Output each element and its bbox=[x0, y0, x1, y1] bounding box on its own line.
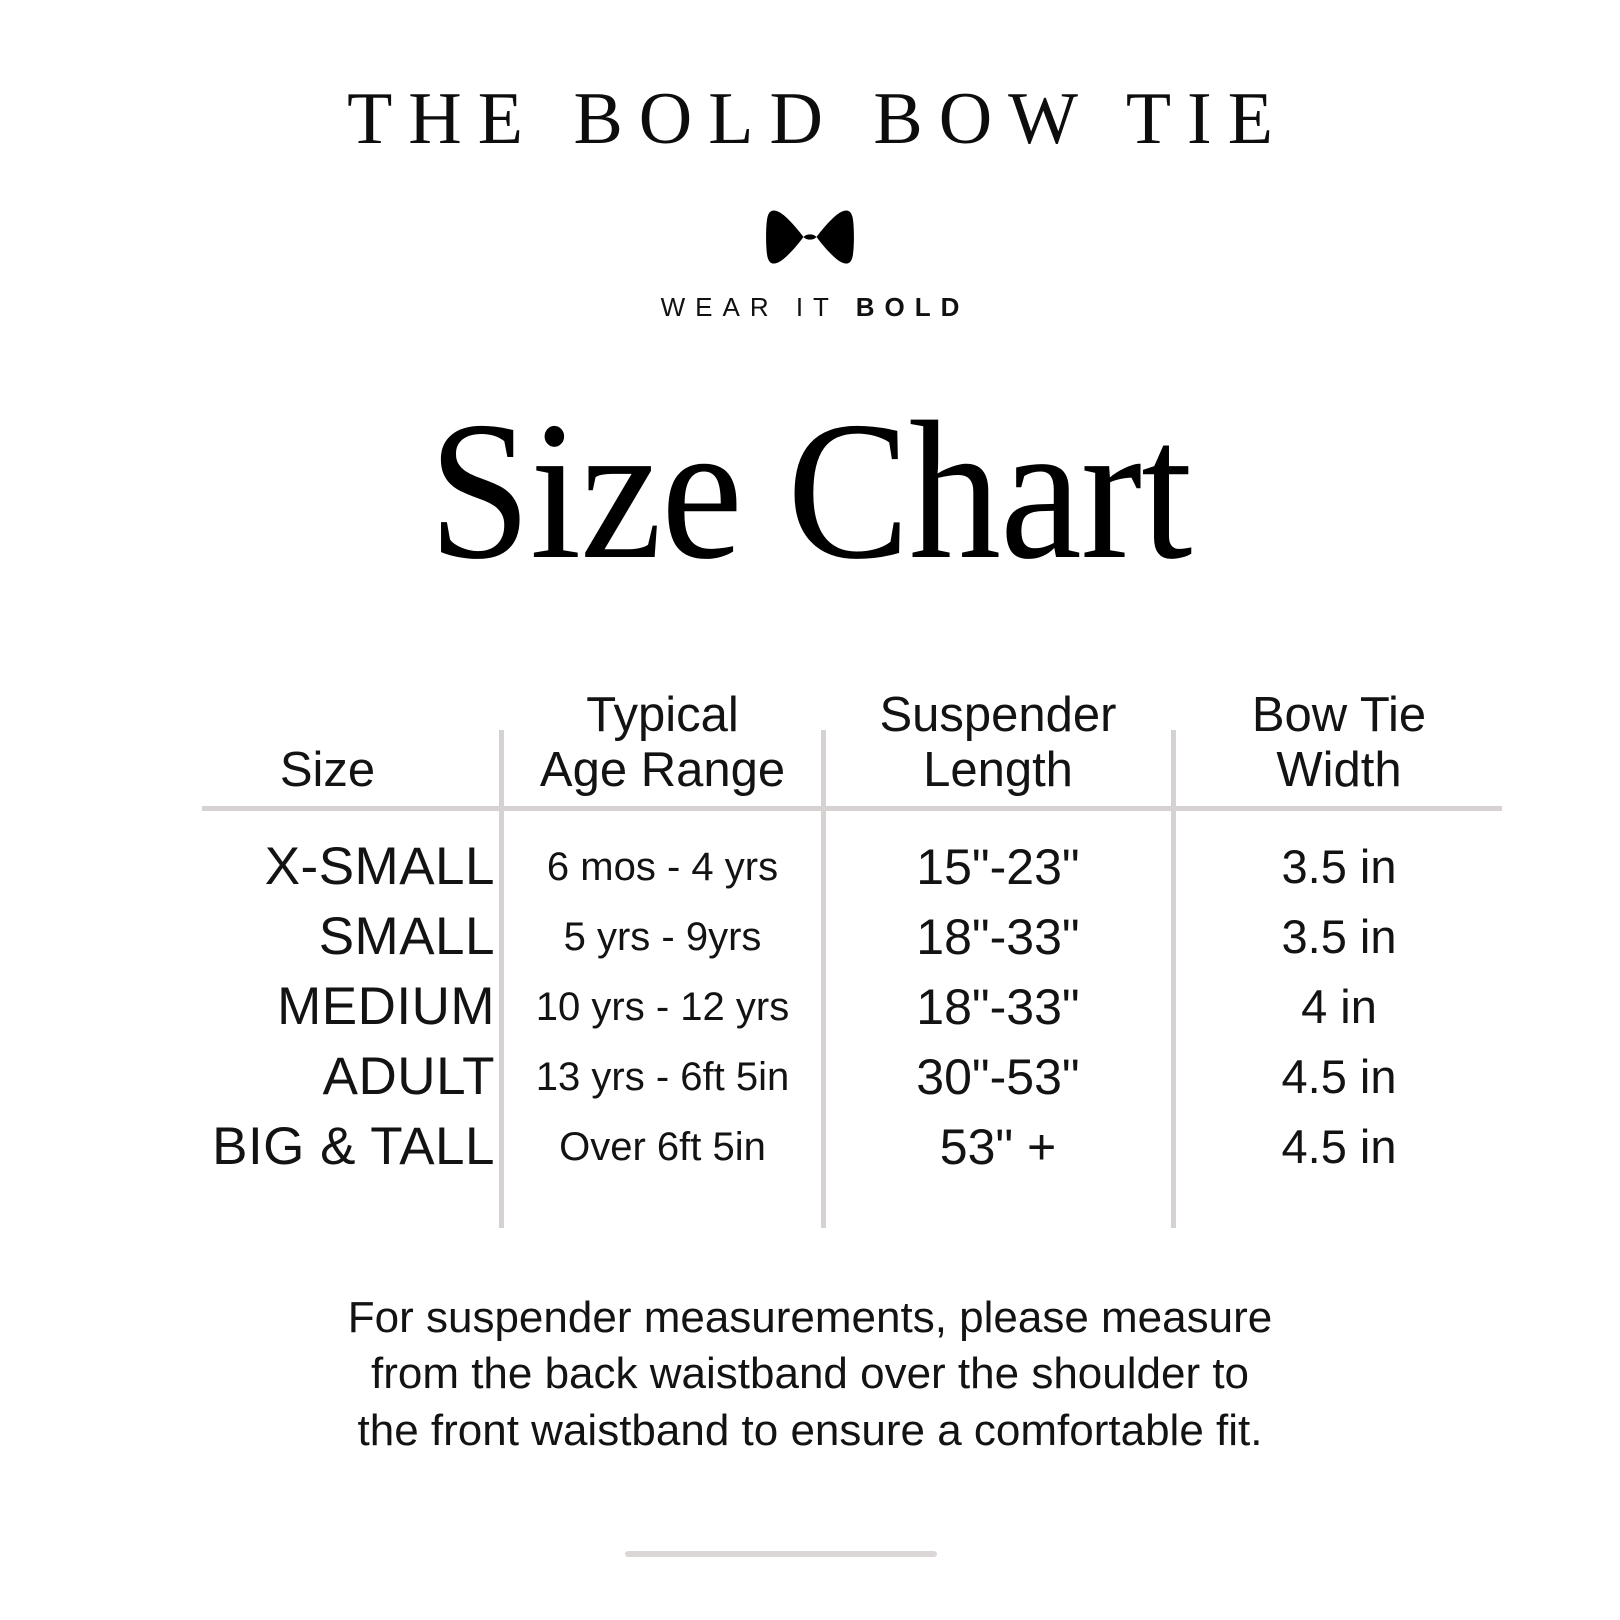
size-table: Size Typical Age Range Suspender Length … bbox=[160, 646, 1502, 1246]
column-header-suspender-line2: Length bbox=[923, 743, 1073, 798]
column-header-suspender-length: Suspender Length bbox=[828, 688, 1168, 798]
cell-suspender-length: 30"-53" bbox=[916, 1049, 1080, 1105]
tagline-bold-word: BOLD bbox=[855, 292, 970, 322]
measurement-note-line-1: For suspender measurements, please measu… bbox=[347, 1293, 1273, 1342]
cell-bow-tie-width: 3.5 in bbox=[1281, 910, 1397, 963]
brand-title: THE BOLD BOW TIE bbox=[347, 78, 1289, 160]
table-row: ADULT 13 yrs - 6ft 5in 30"-53" 4.5 in bbox=[160, 1042, 1500, 1112]
bottom-divider bbox=[625, 1551, 937, 1557]
column-header-age-range-line1: Typical bbox=[586, 688, 739, 743]
cell-size: X-SMALL bbox=[264, 837, 495, 896]
brand-tagline: WEAR IT BOLD bbox=[0, 292, 1620, 323]
cell-age-range: 13 yrs - 6ft 5in bbox=[535, 1055, 790, 1099]
cell-age-range: Over 6ft 5in bbox=[559, 1125, 766, 1169]
table-header-row: Size Typical Age Range Suspender Length … bbox=[160, 646, 1500, 806]
cell-bow-tie-width: 4.5 in bbox=[1281, 1120, 1397, 1173]
cell-size: BIG & TALL bbox=[212, 1117, 495, 1176]
table-body: X-SMALL 6 mos - 4 yrs 15"-23" 3.5 in SMA… bbox=[160, 832, 1500, 1182]
column-header-bow-tie-width: Bow Tie Width bbox=[1178, 688, 1500, 798]
column-header-age-range-line2: Age Range bbox=[539, 743, 786, 798]
cell-bow-tie-width: 4.5 in bbox=[1281, 1050, 1397, 1103]
column-header-size-line2: Size bbox=[279, 743, 376, 798]
cell-suspender-length: 53" + bbox=[939, 1119, 1057, 1175]
cell-size: ADULT bbox=[322, 1047, 495, 1106]
column-header-bow-line1: Bow Tie bbox=[1251, 688, 1427, 743]
table-row: MEDIUM 10 yrs - 12 yrs 18"-33" 4 in bbox=[160, 972, 1500, 1042]
cell-bow-tie-width: 4 in bbox=[1301, 980, 1377, 1033]
column-divider-3 bbox=[1171, 730, 1176, 1228]
measurement-note-line-2: from the back waistband over the shoulde… bbox=[370, 1349, 1250, 1399]
cell-age-range: 5 yrs - 9yrs bbox=[563, 915, 762, 959]
cell-age-range: 6 mos - 4 yrs bbox=[546, 845, 779, 889]
measurement-note-line-3: the front waistband to ensure a comforta… bbox=[357, 1405, 1263, 1455]
header-divider bbox=[202, 806, 1502, 811]
column-header-suspender-line1: Suspender bbox=[879, 688, 1117, 743]
measurement-note: For suspender measurements, please measu… bbox=[160, 1290, 1460, 1459]
column-header-bow-line2: Width bbox=[1276, 743, 1402, 798]
column-divider-2 bbox=[821, 730, 826, 1228]
table-row: SMALL 5 yrs - 9yrs 18"-33" 3.5 in bbox=[160, 902, 1500, 972]
cell-bow-tie-width: 3.5 in bbox=[1281, 840, 1397, 893]
cell-age-range: 10 yrs - 12 yrs bbox=[535, 985, 790, 1029]
tagline-prefix: WEAR IT bbox=[660, 292, 856, 322]
cell-suspender-length: 18"-33" bbox=[916, 979, 1080, 1035]
cell-suspender-length: 15"-23" bbox=[916, 839, 1080, 895]
column-divider-1 bbox=[499, 730, 504, 1228]
cell-size: MEDIUM bbox=[277, 977, 495, 1036]
cell-suspender-length: 18"-33" bbox=[916, 909, 1080, 965]
column-header-age-range: Typical Age Range bbox=[505, 688, 820, 798]
bow-tie-icon bbox=[0, 208, 1620, 266]
table-row: X-SMALL 6 mos - 4 yrs 15"-23" 3.5 in bbox=[160, 832, 1500, 902]
page-title: Size Chart bbox=[428, 381, 1193, 600]
cell-size: SMALL bbox=[318, 907, 495, 966]
table-row: BIG & TALL Over 6ft 5in 53" + 4.5 in bbox=[160, 1112, 1500, 1182]
column-header-size: Size bbox=[160, 743, 495, 798]
